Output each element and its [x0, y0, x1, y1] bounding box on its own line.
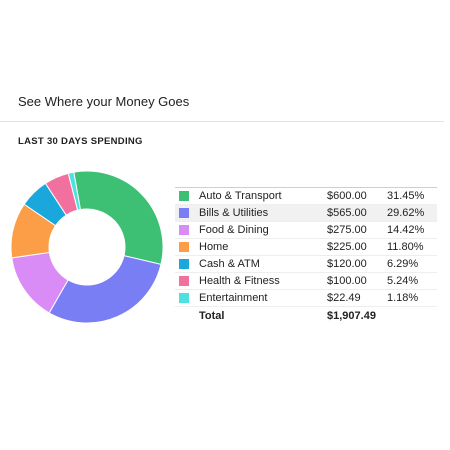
- legend-amount: $100.00: [327, 272, 387, 290]
- legend-swatch: [179, 242, 189, 253]
- legend-swatch-cell: [175, 204, 199, 222]
- legend-swatch: [179, 259, 189, 270]
- legend-swatch-cell: [175, 187, 199, 205]
- legend-category: Food & Dining: [199, 221, 327, 239]
- legend-swatch: [179, 208, 189, 219]
- legend-amount: $565.00: [327, 204, 387, 222]
- total-percent-spacer: [387, 306, 437, 324]
- legend-swatch: [179, 191, 189, 202]
- page-title: See Where your Money Goes: [18, 94, 190, 109]
- donut-slice-bills-utilities[interactable]: [48, 255, 162, 324]
- spending-legend-table: Auto & Transport $600.00 31.45% Bills & Uti…: [175, 187, 437, 324]
- legend-category: Health & Fitness: [199, 272, 327, 290]
- legend-category: Bills & Utilities: [199, 204, 327, 222]
- legend-swatch-cell: [175, 289, 199, 307]
- legend-swatch: [179, 293, 189, 304]
- spending-donut-chart: [10, 170, 164, 324]
- legend-swatch-cell: [175, 238, 199, 256]
- legend-swatch-cell: [175, 255, 199, 273]
- divider: [0, 121, 444, 122]
- legend-amount: $275.00: [327, 221, 387, 239]
- legend-swatch: [179, 276, 189, 287]
- legend-amount: $225.00: [327, 238, 387, 256]
- donut-slice-auto-transport[interactable]: [73, 170, 164, 266]
- legend-row-home[interactable]: Home $225.00 11.80%: [175, 238, 437, 256]
- donut-slice-entertainment[interactable]: [67, 171, 81, 211]
- legend-row-food-dining[interactable]: Food & Dining $275.00 14.42%: [175, 221, 437, 239]
- legend-percent: 6.29%: [387, 255, 437, 273]
- legend-row-entertainment[interactable]: Entertainment $22.49 1.18%: [175, 289, 437, 307]
- total-spacer: [175, 306, 199, 324]
- legend-swatch-cell: [175, 221, 199, 239]
- legend-category: Cash & ATM: [199, 255, 327, 273]
- legend-row-cash-atm[interactable]: Cash & ATM $120.00 6.29%: [175, 255, 437, 273]
- total-amount: $1,907.49: [327, 306, 387, 324]
- legend-percent: 31.45%: [387, 187, 437, 205]
- total-label: Total: [199, 306, 327, 324]
- legend-row-bills-utilities[interactable]: Bills & Utilities $565.00 29.62%: [175, 204, 437, 222]
- legend-swatch: [179, 225, 189, 236]
- legend-amount: $120.00: [327, 255, 387, 273]
- legend-amount: $22.49: [327, 289, 387, 307]
- legend-percent: 5.24%: [387, 272, 437, 290]
- legend-row-health-fitness[interactable]: Health & Fitness $100.00 5.24%: [175, 272, 437, 290]
- legend-percent: 11.80%: [387, 238, 437, 256]
- legend-percent: 14.42%: [387, 221, 437, 239]
- legend-amount: $600.00: [327, 187, 387, 205]
- legend-swatch-cell: [175, 272, 199, 290]
- legend-category: Home: [199, 238, 327, 256]
- legend-percent: 29.62%: [387, 204, 437, 222]
- legend-row-auto-transport[interactable]: Auto & Transport $600.00 31.45%: [175, 187, 437, 205]
- legend-category: Entertainment: [199, 289, 327, 307]
- section-title: LAST 30 DAYS SPENDING: [18, 136, 143, 147]
- legend-category: Auto & Transport: [199, 187, 327, 205]
- legend-percent: 1.18%: [387, 289, 437, 307]
- legend-total-row: Total $1,907.49: [175, 306, 437, 324]
